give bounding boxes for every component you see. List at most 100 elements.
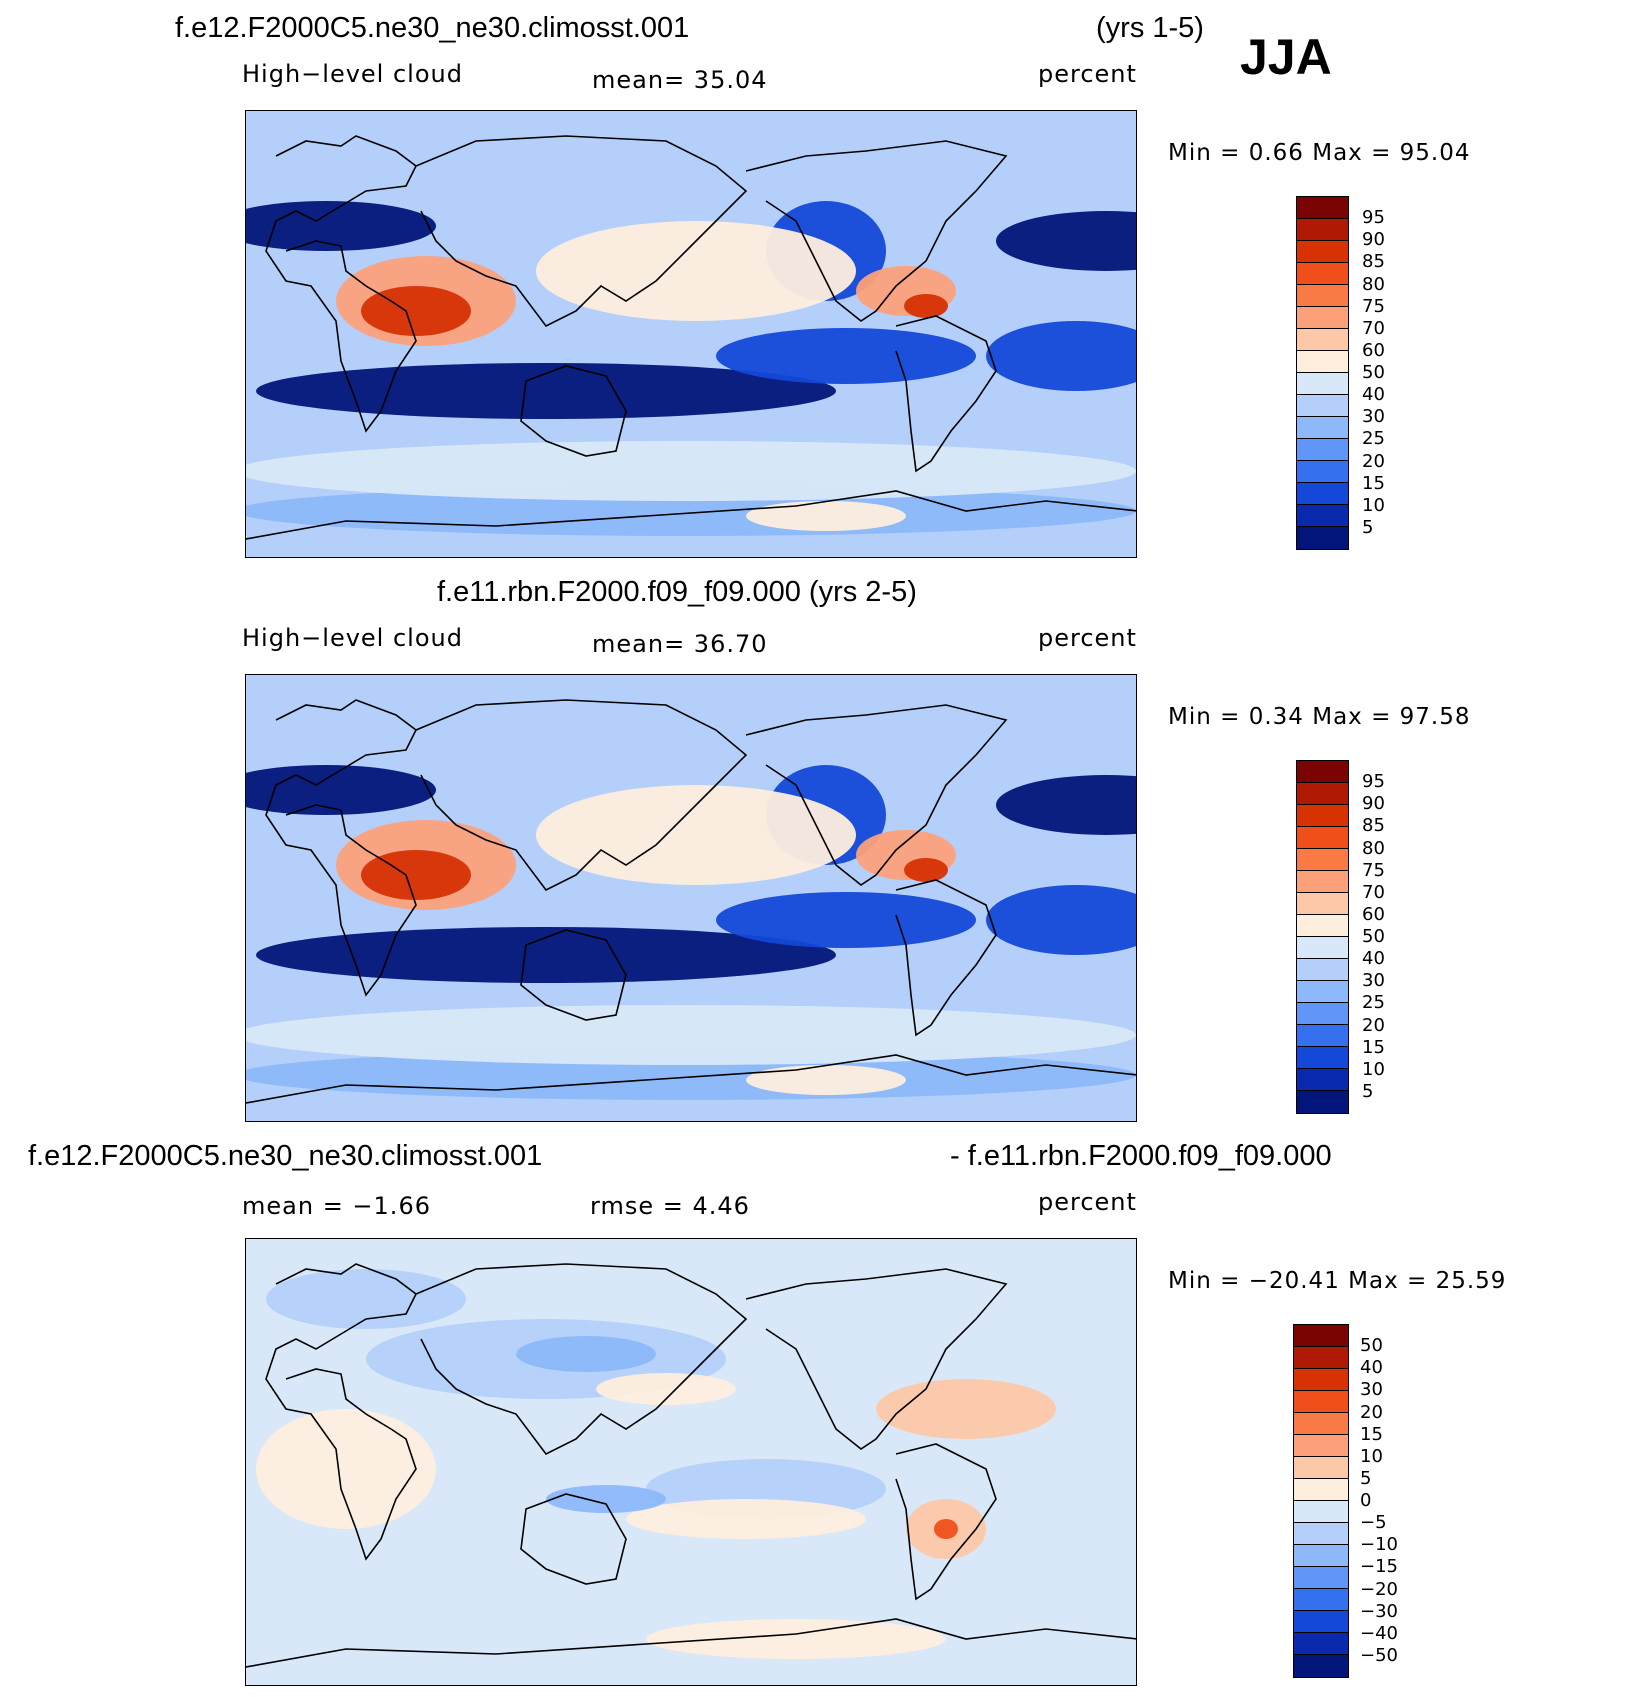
colorbar-label: 5: [1362, 1080, 1374, 1102]
panel1-years: (yrs 1-5): [1096, 12, 1204, 44]
colorbar-swatch: [1297, 395, 1348, 417]
colorbar-swatch: [1294, 1325, 1348, 1347]
colorbar-swatch: [1297, 783, 1348, 805]
panel1-units: percent: [1038, 60, 1137, 88]
colorbar-label: 30: [1360, 1379, 1383, 1401]
colorbar-label: 85: [1362, 251, 1385, 273]
panel3-colorbar: [1293, 1324, 1349, 1678]
colorbar-label: 50: [1360, 1335, 1383, 1357]
colorbar-swatch: [1297, 1003, 1348, 1025]
colorbar-label: 60: [1362, 339, 1385, 361]
colorbar-label: 40: [1362, 948, 1385, 970]
colorbar-label: 10: [1362, 494, 1385, 516]
panel1-colorbar: [1296, 196, 1349, 550]
colorbar-label: 5: [1362, 516, 1374, 538]
colorbar-label: 0: [1360, 1490, 1372, 1511]
colorbar-label: 25: [1362, 992, 1385, 1014]
colorbar-label: 80: [1362, 837, 1385, 859]
colorbar-swatch: [1297, 893, 1348, 915]
panel2-mean: mean= 36.70: [592, 630, 768, 658]
panel2-variable: High−level cloud: [242, 624, 463, 652]
colorbar-label: 30: [1362, 970, 1385, 992]
colorbar-label: 70: [1362, 317, 1385, 339]
colorbar-swatch: [1297, 1047, 1348, 1069]
panel2-units: percent: [1038, 624, 1137, 652]
colorbar-label: −15: [1360, 1556, 1398, 1578]
colorbar-label: 5: [1360, 1467, 1372, 1489]
colorbar-swatch: [1294, 1633, 1348, 1655]
panel3-minmax: Min = −20.41 Max = 25.59: [1168, 1268, 1507, 1294]
colorbar-swatch: [1297, 285, 1348, 307]
colorbar-swatch: [1297, 959, 1348, 981]
colorbar-label: 15: [1362, 1036, 1385, 1058]
colorbar-swatch: [1294, 1435, 1348, 1457]
colorbar-label: 90: [1362, 793, 1385, 815]
colorbar-label: 50: [1362, 362, 1385, 383]
colorbar-swatch: [1297, 1025, 1348, 1047]
panel2-minmax: Min = 0.34 Max = 97.58: [1168, 704, 1471, 730]
panel1-map: [245, 110, 1137, 558]
panel3-title-right: - f.e11.rbn.F2000.f09_f09.000: [950, 1140, 1332, 1172]
colorbar-swatch: [1297, 1091, 1348, 1113]
panel3-colorbar-labels: 50 40 30 20 15 10 5 0 −5 −10 −15 −20 −30 −40 −50: [1360, 1324, 1430, 1678]
colorbar-swatch: [1294, 1347, 1348, 1369]
colorbar-swatch: [1297, 827, 1348, 849]
panel1-colorbar-labels: 95 90 85 80 75 70 60 50 40 30 25 20 15 10 5: [1362, 196, 1422, 550]
colorbar-label: 85: [1362, 815, 1385, 837]
colorbar-swatch: [1294, 1655, 1348, 1677]
colorbar-swatch: [1297, 307, 1348, 329]
colorbar-swatch: [1297, 1069, 1348, 1091]
colorbar-swatch: [1294, 1391, 1348, 1413]
colorbar-label: 95: [1362, 207, 1385, 229]
panel1-variable: High−level cloud: [242, 60, 463, 88]
colorbar-swatch: [1297, 263, 1348, 285]
colorbar-swatch: [1297, 219, 1348, 241]
colorbar-label: 10: [1362, 1058, 1385, 1080]
colorbar-label: −40: [1360, 1622, 1398, 1644]
colorbar-label: −10: [1360, 1534, 1398, 1556]
colorbar-label: 15: [1360, 1423, 1383, 1445]
colorbar-swatch: [1294, 1589, 1348, 1611]
colorbar-label: −50: [1360, 1644, 1398, 1666]
colorbar-swatch: [1294, 1545, 1348, 1567]
panel1-title: f.e12.F2000C5.ne30_ne30.climosst.001: [175, 12, 690, 44]
colorbar-swatch: [1297, 351, 1348, 373]
colorbar-swatch: [1297, 373, 1348, 395]
panel3-mean: mean = −1.66: [242, 1192, 431, 1220]
colorbar-swatch: [1297, 461, 1348, 483]
colorbar-swatch: [1297, 761, 1348, 783]
colorbar-swatch: [1297, 241, 1348, 263]
colorbar-label: −5: [1360, 1512, 1387, 1534]
colorbar-label: 60: [1362, 903, 1385, 925]
colorbar-swatch: [1297, 483, 1348, 505]
colorbar-swatch: [1294, 1457, 1348, 1479]
colorbar-label: 15: [1362, 472, 1385, 494]
colorbar-swatch: [1297, 329, 1348, 351]
colorbar-label: 75: [1362, 295, 1385, 317]
colorbar-label: 20: [1362, 1014, 1385, 1036]
colorbar-swatch: [1297, 937, 1348, 959]
colorbar-swatch: [1297, 981, 1348, 1003]
panel2-title: f.e11.rbn.F2000.f09_f09.000 (yrs 2-5): [437, 576, 917, 608]
colorbar-label: 50: [1362, 926, 1385, 947]
colorbar-swatch: [1297, 871, 1348, 893]
colorbar-swatch: [1294, 1523, 1348, 1545]
colorbar-label: 70: [1362, 881, 1385, 903]
colorbar-swatch: [1294, 1479, 1348, 1501]
colorbar-label: 25: [1362, 428, 1385, 450]
panel3-title-left: f.e12.F2000C5.ne30_ne30.climosst.001: [28, 1140, 543, 1172]
colorbar-label: 90: [1362, 229, 1385, 251]
colorbar-swatch: [1297, 417, 1348, 439]
colorbar-label: 30: [1362, 406, 1385, 428]
colorbar-label: −30: [1360, 1600, 1398, 1622]
colorbar-swatch: [1294, 1413, 1348, 1435]
season-label: JJA: [1240, 29, 1332, 85]
colorbar-swatch: [1297, 197, 1348, 219]
colorbar-swatch: [1294, 1611, 1348, 1633]
panel1-mean: mean= 35.04: [592, 66, 768, 94]
panel2-map: [245, 674, 1137, 1122]
colorbar-label: 40: [1362, 384, 1385, 406]
colorbar-swatch: [1297, 849, 1348, 871]
colorbar-swatch: [1294, 1567, 1348, 1589]
colorbar-swatch: [1297, 505, 1348, 527]
